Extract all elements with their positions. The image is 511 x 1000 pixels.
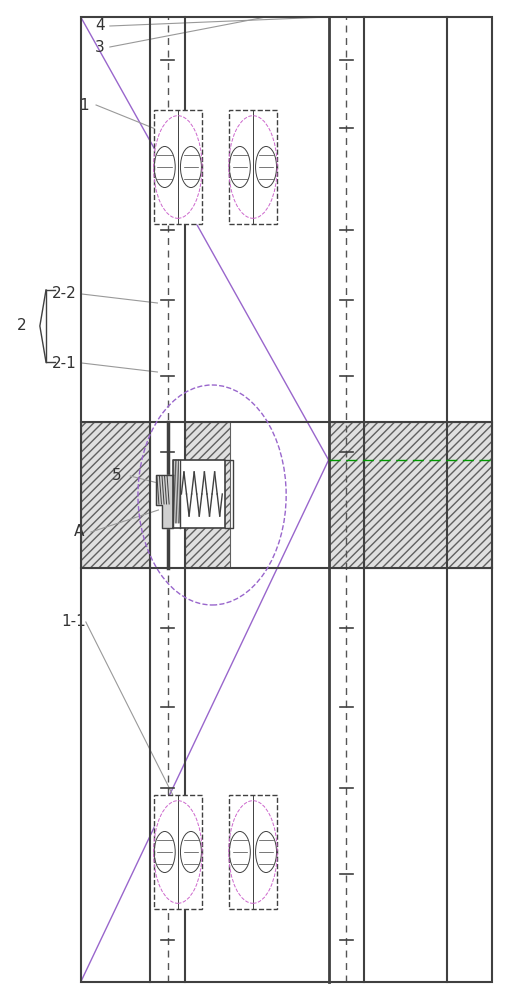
Bar <box>154 110 202 224</box>
Bar <box>154 795 202 909</box>
Polygon shape <box>173 460 225 528</box>
Text: 5: 5 <box>112 468 121 484</box>
Polygon shape <box>156 475 173 528</box>
Bar <box>364 422 492 568</box>
Bar <box>185 422 230 568</box>
Text: 2: 2 <box>17 318 26 332</box>
Text: 1-1: 1-1 <box>62 614 86 630</box>
Text: 4: 4 <box>95 18 104 33</box>
Text: 2-2: 2-2 <box>52 286 76 302</box>
Text: 2-1: 2-1 <box>52 356 76 370</box>
Bar <box>81 422 150 568</box>
Text: 3: 3 <box>95 39 105 54</box>
Text: 1: 1 <box>80 98 89 112</box>
Text: A: A <box>74 524 84 540</box>
Bar <box>81 17 492 982</box>
Bar <box>229 795 277 909</box>
Bar <box>329 422 364 568</box>
Bar <box>229 110 277 224</box>
